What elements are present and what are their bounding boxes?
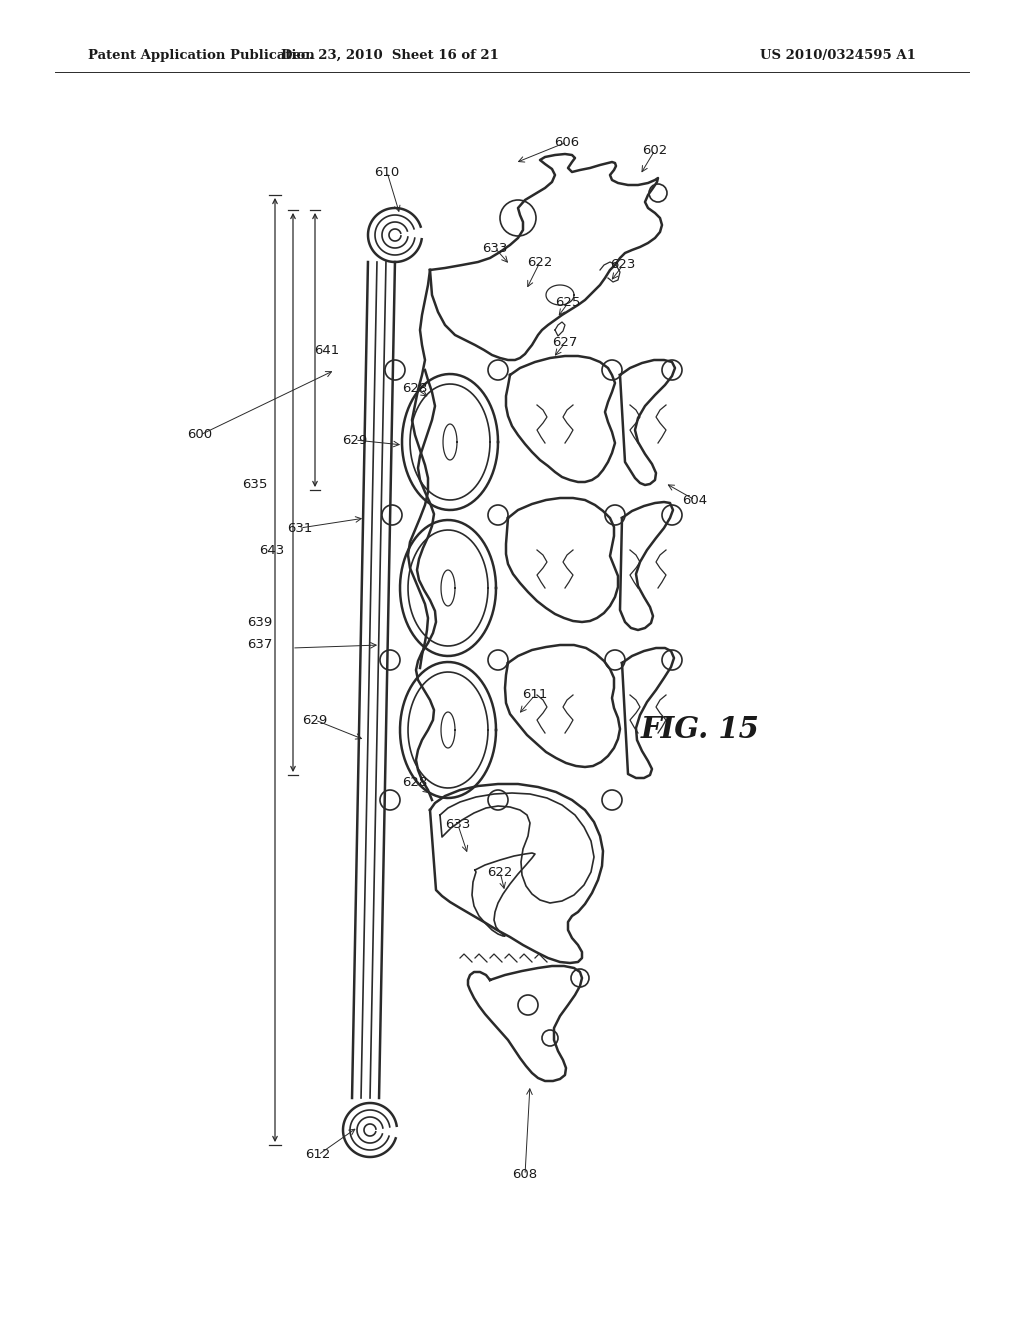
Text: 623: 623 [610,259,636,272]
Text: 627: 627 [552,337,578,350]
Text: 633: 633 [482,242,508,255]
Text: 604: 604 [682,494,708,507]
Text: 628: 628 [402,776,428,788]
Text: 600: 600 [187,429,213,441]
Text: 610: 610 [375,165,399,178]
Text: Dec. 23, 2010  Sheet 16 of 21: Dec. 23, 2010 Sheet 16 of 21 [281,49,499,62]
Text: 622: 622 [487,866,513,879]
Text: FIG. 15: FIG. 15 [641,715,760,744]
Text: 622: 622 [527,256,553,268]
Text: 633: 633 [445,818,471,832]
Text: 631: 631 [288,521,312,535]
Text: 611: 611 [522,689,548,701]
Text: 629: 629 [302,714,328,726]
Text: Patent Application Publication: Patent Application Publication [88,49,314,62]
Text: 639: 639 [248,615,272,628]
Text: 635: 635 [243,479,267,491]
Text: 643: 643 [259,544,285,557]
Text: 637: 637 [248,639,272,652]
Text: 608: 608 [512,1168,538,1181]
Text: 628: 628 [402,381,428,395]
Text: 602: 602 [642,144,668,157]
Text: US 2010/0324595 A1: US 2010/0324595 A1 [760,49,915,62]
Text: 641: 641 [314,343,340,356]
Text: 625: 625 [555,297,581,309]
Text: 606: 606 [554,136,580,149]
Text: 629: 629 [342,433,368,446]
Text: 612: 612 [305,1148,331,1162]
